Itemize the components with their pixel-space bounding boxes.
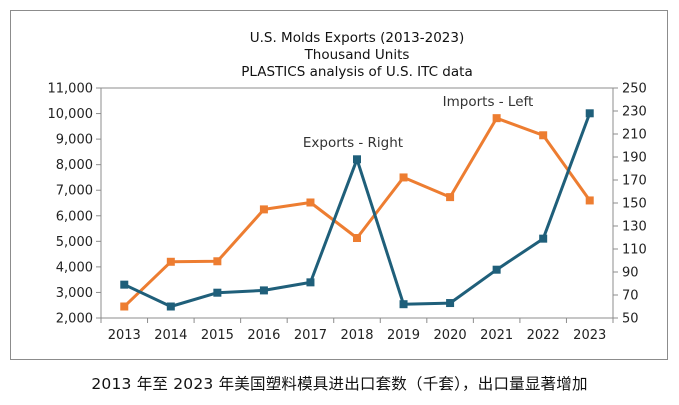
chart-frame: U.S. Molds Exports (2013-2023) Thousand … [10, 10, 668, 360]
data-point-imports-left [492, 114, 501, 123]
data-point-exports-right [585, 109, 594, 118]
right-axis-tick-label: 150 [622, 197, 647, 212]
x-axis-tick-label: 2017 [294, 328, 327, 343]
data-point-imports-left [213, 257, 222, 266]
data-point-imports-left [585, 196, 594, 205]
left-axis-tick-label: 5,000 [56, 235, 93, 250]
left-axis-tick-label: 11,000 [48, 82, 94, 97]
right-axis-tick-label: 210 [622, 128, 647, 143]
x-axis-tick-label: 2021 [480, 328, 513, 343]
right-axis-tick-label: 90 [622, 266, 639, 281]
right-axis-tick-label: 190 [622, 151, 647, 166]
annotation-exports-right: Exports - Right [303, 135, 403, 151]
right-axis-tick-label: 230 [622, 105, 647, 120]
data-point-imports-left [166, 257, 175, 266]
data-point-exports-right [539, 234, 548, 243]
data-point-imports-left [259, 205, 268, 214]
chart-title-line-2: Thousand Units [304, 47, 410, 63]
left-axis-tick-label: 10,000 [48, 107, 94, 122]
left-axis-tick-label: 7,000 [56, 184, 93, 199]
data-point-exports-right [213, 288, 222, 297]
plot-area [100, 87, 614, 319]
data-point-exports-right [446, 299, 455, 308]
x-axis-tick-label: 2019 [387, 328, 420, 343]
data-point-exports-right [259, 286, 268, 295]
data-point-imports-left [353, 234, 361, 243]
data-point-exports-right [399, 300, 408, 309]
data-point-imports-left [446, 193, 455, 202]
data-point-imports-left [306, 198, 315, 207]
data-point-exports-right [492, 265, 501, 274]
figure-caption: 2013 年至 2023 年美国塑料模具进出口套数（千套），出口量显著增加 [91, 375, 588, 393]
data-point-exports-right [306, 278, 315, 287]
x-axis-tick-label: 2018 [340, 328, 373, 343]
right-axis-tick-label: 50 [622, 312, 639, 327]
chart-title-line-3: PLASTICS analysis of U.S. ITC data [241, 64, 472, 80]
data-point-exports-right [353, 155, 361, 164]
line-chart: U.S. Molds Exports (2013-2023) Thousand … [48, 30, 647, 343]
left-axis-tick-label: 2,000 [56, 312, 93, 327]
x-axis-tick-label: 2014 [154, 328, 187, 343]
left-axis-tick-label: 3,000 [56, 286, 93, 301]
right-axis-tick-label: 70 [622, 289, 639, 304]
right-axis-tick-label: 170 [622, 174, 647, 189]
data-point-imports-left [399, 173, 408, 182]
x-axis-tick-label: 2015 [201, 328, 234, 343]
data-point-imports-left [539, 131, 548, 140]
left-axis-tick-label: 9,000 [56, 133, 93, 148]
left-axis-tick-label: 8,000 [56, 158, 93, 173]
left-axis-tick-label: 6,000 [56, 209, 93, 224]
right-axis-tick-label: 250 [622, 82, 647, 97]
left-axis-tick-label: 4,000 [56, 260, 93, 275]
x-axis-tick-label: 2020 [434, 328, 467, 343]
right-axis-tick-label: 130 [622, 220, 647, 235]
data-point-exports-right [120, 280, 129, 289]
x-axis-tick-label: 2016 [247, 328, 280, 343]
x-axis-tick-label: 2023 [573, 328, 606, 343]
right-axis-tick-label: 110 [622, 243, 647, 258]
chart-title-line-1: U.S. Molds Exports (2013-2023) [250, 30, 465, 46]
x-axis-tick-label: 2013 [108, 328, 141, 343]
x-axis-tick-label: 2022 [527, 328, 560, 343]
data-point-imports-left [120, 302, 129, 311]
annotation-imports-left: Imports - Left [443, 94, 534, 110]
data-point-exports-right [166, 302, 175, 311]
